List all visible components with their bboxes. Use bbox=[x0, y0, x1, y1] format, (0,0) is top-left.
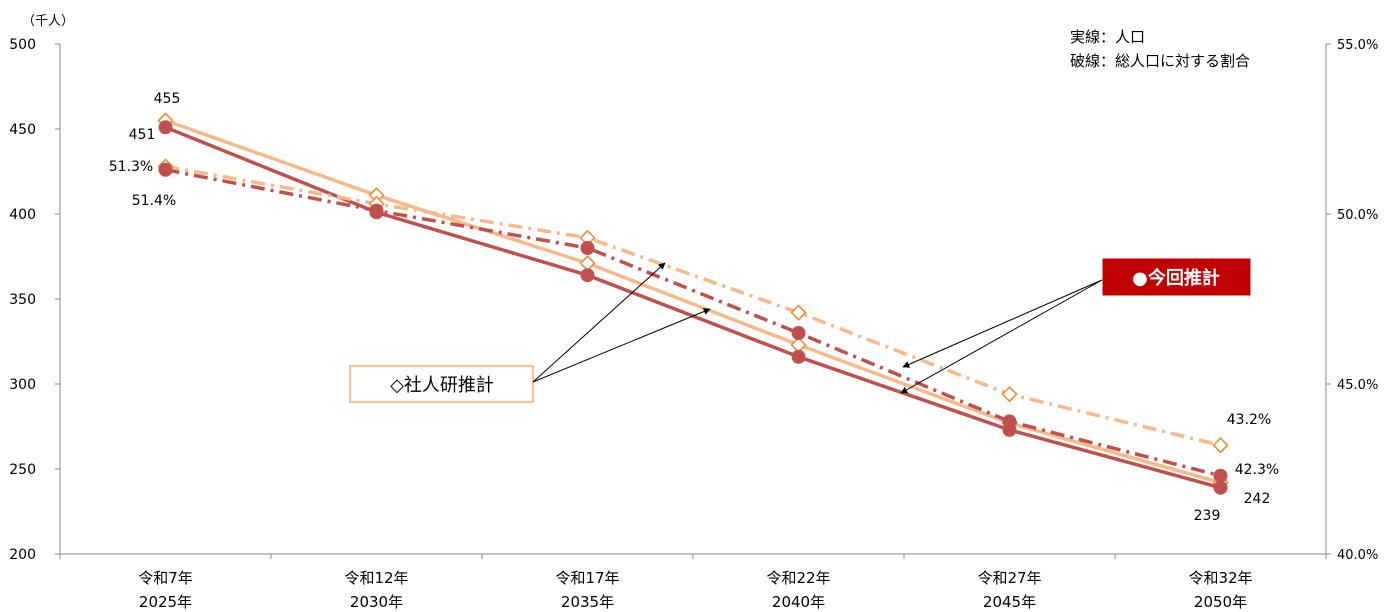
x-tick-label-era: 令和32年 bbox=[1188, 569, 1252, 587]
series-point-konkai_pop bbox=[1213, 480, 1228, 495]
label-konkai-ratio-2025: 51.3% bbox=[109, 159, 153, 175]
x-tick-label-year: 2050年 bbox=[1194, 593, 1247, 611]
series-konkai_ratio bbox=[158, 162, 1228, 483]
callout-konkai-box bbox=[1101, 257, 1252, 297]
x-tick-label-era: 令和7年 bbox=[138, 569, 193, 587]
callout-konkai: ●今回推計 bbox=[900, 257, 1252, 394]
label-shajinken-ratio-2025: 51.4% bbox=[132, 193, 176, 209]
left-tick-label: 450 bbox=[9, 122, 36, 138]
y-unit-label: （千人） bbox=[22, 14, 74, 29]
series-point-konkai_ratio bbox=[1002, 414, 1017, 429]
series-point-konkai_pop bbox=[158, 120, 173, 135]
right-tick-label: 55.0% bbox=[1337, 38, 1378, 53]
series-point-konkai_ratio bbox=[580, 241, 595, 255]
callout-shajinken-arrow-1 bbox=[532, 262, 666, 383]
series-point-shajinken_ratio bbox=[1212, 437, 1229, 454]
data-labels: 455 451 51.3% 51.4% 43.2% 42.3% 242 239 bbox=[109, 91, 1279, 524]
series-point-konkai_ratio bbox=[791, 326, 806, 340]
series-point-shajinken_pop bbox=[579, 255, 596, 272]
legend-note-solid: 実線：人口 bbox=[1070, 28, 1145, 46]
callout-shajinken: ◇社人研推計 bbox=[349, 262, 711, 403]
axes bbox=[59, 44, 1327, 555]
label-shajinken-pop-2050: 242 bbox=[1244, 491, 1271, 507]
left-tick-label: 200 bbox=[9, 547, 36, 563]
series-layer bbox=[157, 112, 1229, 495]
series-shajinken_pop bbox=[157, 112, 1229, 491]
series-point-konkai_ratio bbox=[158, 162, 173, 177]
x-tick-label-year: 2045年 bbox=[983, 593, 1036, 611]
left-tick-label: 400 bbox=[9, 207, 36, 223]
series-point-konkai_ratio bbox=[369, 203, 384, 218]
x-tick-label-era: 令和12年 bbox=[344, 569, 408, 587]
label-shajinken-ratio-2050: 43.2% bbox=[1227, 412, 1271, 428]
label-konkai-pop-2050: 239 bbox=[1194, 508, 1221, 524]
callout-shajinken-label: ◇社人研推計 bbox=[390, 375, 494, 396]
x-tick-label-era: 令和17年 bbox=[555, 569, 619, 587]
callout-shajinken-box bbox=[349, 365, 534, 403]
x-tick-label-era: 令和22年 bbox=[766, 569, 830, 587]
callout-konkai-arrow-2 bbox=[900, 279, 1103, 394]
label-shajinken-pop-2025: 455 bbox=[154, 91, 181, 107]
label-konkai-ratio-2050: 42.3% bbox=[1235, 462, 1279, 478]
x-tick-label-era: 令和27年 bbox=[977, 569, 1041, 587]
left-tick-label: 300 bbox=[9, 377, 36, 393]
right-tick-label: 40.0% bbox=[1337, 548, 1378, 563]
left-axis-ticks: 200 250 300 350 400 450 500 bbox=[9, 37, 60, 563]
series-point-konkai_pop bbox=[791, 349, 806, 364]
right-tick-label: 50.0% bbox=[1337, 208, 1378, 223]
right-tick-label: 45.0% bbox=[1337, 378, 1378, 393]
series-line-shajinken_pop bbox=[164, 118, 1221, 485]
label-konkai-pop-2025: 451 bbox=[129, 127, 156, 143]
series-point-shajinken_ratio bbox=[790, 304, 807, 321]
x-tick-label-year: 2035年 bbox=[561, 593, 614, 611]
left-tick-label: 350 bbox=[9, 292, 36, 308]
x-tick-label-year: 2030年 bbox=[350, 593, 403, 611]
legend-note-dashed: 破線：総人口に対する割合 bbox=[1070, 52, 1250, 70]
callout-konkai-label: ●今回推計 bbox=[1132, 267, 1220, 289]
x-axis-ticks: 令和7年 2025年 令和12年 2030年 令和17年 2035年 令和22年 2040年 令… bbox=[59, 554, 1327, 611]
series-point-konkai_ratio bbox=[1213, 468, 1228, 483]
x-tick-label-year: 2025年 bbox=[139, 593, 192, 611]
right-axis-ticks: 40.0% 45.0% 50.0% 55.0% bbox=[1326, 38, 1378, 563]
callout-konkai-arrow-1 bbox=[902, 279, 1103, 368]
legend-notes: 実線：人口 破線：総人口に対する割合 bbox=[1070, 28, 1250, 70]
callout-shajinken-arrow-2 bbox=[532, 308, 711, 383]
left-tick-label: 250 bbox=[9, 462, 36, 478]
series-line-shajinken_ratio bbox=[165, 164, 1221, 447]
series-line-konkai_ratio bbox=[165, 168, 1221, 478]
x-tick-label-year: 2040年 bbox=[772, 593, 825, 611]
left-tick-label: 500 bbox=[9, 37, 36, 53]
series-point-konkai_pop bbox=[580, 268, 595, 283]
series-point-shajinken_ratio bbox=[1001, 386, 1018, 403]
